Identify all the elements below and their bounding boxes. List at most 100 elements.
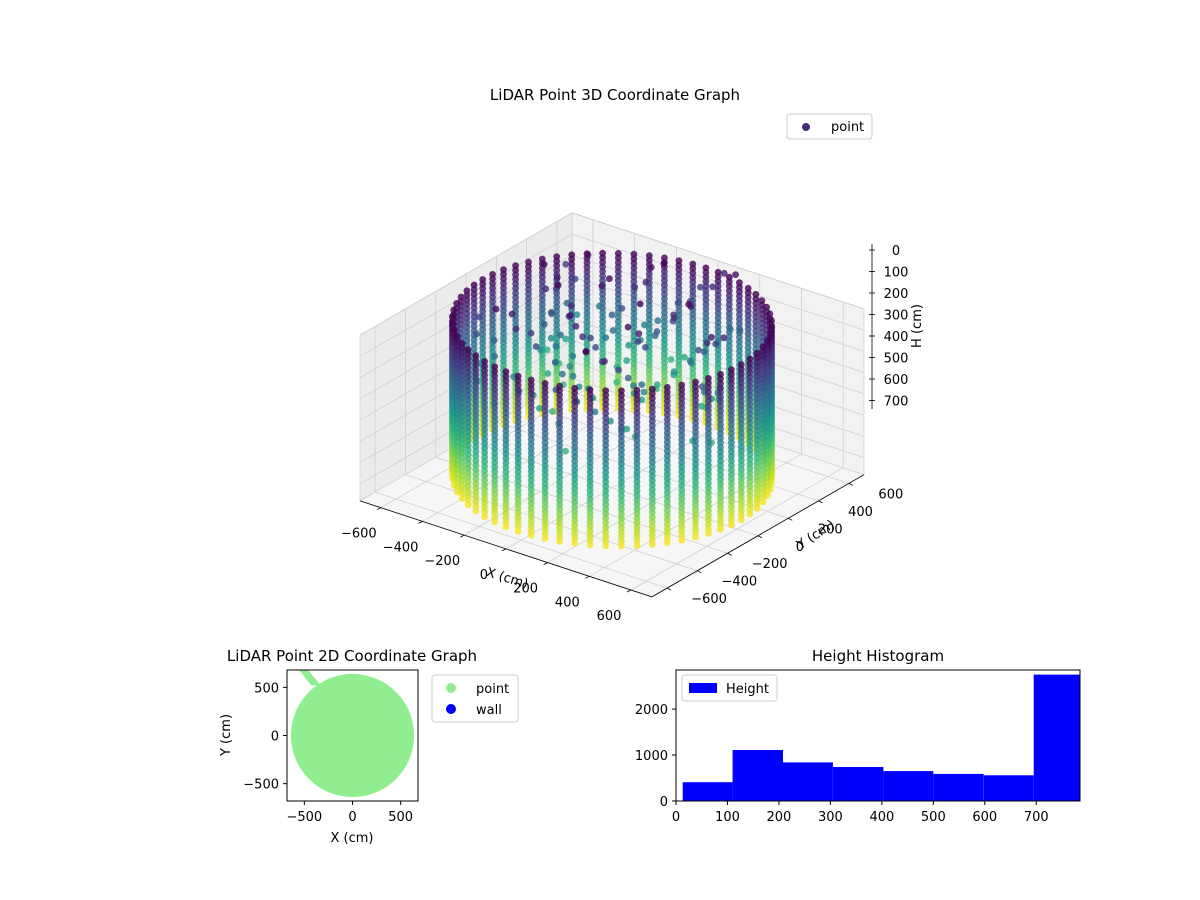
point-3d (670, 311, 677, 319)
point-3d (695, 346, 702, 354)
point-3d (541, 535, 549, 542)
legend-3d: point (786, 113, 873, 140)
chart-title-3d: LiDAR Point 3D Coordinate Graph (490, 86, 740, 104)
x-axis-label-2d: X (cm) (331, 831, 374, 846)
x-tick-label-3d: −400 (383, 540, 419, 555)
point-3d (638, 381, 646, 388)
legend-2d: point wall (431, 674, 519, 723)
point-3d (623, 425, 631, 433)
point-3d (558, 370, 566, 378)
point-3d (634, 338, 642, 345)
point-3d (759, 498, 767, 506)
x-tick-3d (376, 507, 382, 511)
point-3d (481, 513, 488, 520)
point-3d (712, 340, 720, 348)
point-3d (636, 300, 644, 308)
point-3d (633, 542, 641, 549)
point-3d (587, 334, 594, 342)
point-3d (548, 309, 555, 316)
point-3d (601, 357, 608, 365)
legend-2d-marker-point (446, 683, 456, 693)
chart-title-2d: LiDAR Point 2D Coordinate Graph (227, 647, 477, 665)
x-tick-label-3d: −600 (341, 527, 377, 542)
x-tick-3d (460, 534, 465, 538)
point-3d (551, 358, 559, 366)
x-tick-label-histogram: 0 (672, 810, 680, 825)
point-3d (490, 336, 498, 344)
histogram-bar (682, 782, 733, 801)
y-tick-label-histogram: 0 (660, 795, 668, 810)
histogram-bar (883, 771, 934, 801)
point-3d (543, 346, 551, 354)
point-cloud-2d (290, 673, 415, 798)
legend-3d-frame (786, 113, 873, 140)
point-3d (640, 388, 648, 396)
scatter2d-chart: LiDAR Point 2D Coordinate Graph −500−500… (219, 647, 519, 846)
point-3d (618, 305, 626, 312)
legend-2d-label-point: point (476, 682, 509, 697)
point-3d (602, 542, 610, 550)
point-3d (475, 313, 483, 321)
point-3d (647, 264, 655, 271)
x-tick-3d (626, 589, 632, 593)
y-tick-3d (697, 570, 702, 574)
point-3d (549, 408, 556, 415)
z-tick-label-3d: 0 (892, 244, 900, 259)
point-3d (536, 405, 543, 412)
point-3d (540, 320, 548, 328)
histogram-bar (783, 762, 833, 801)
point-3d (472, 507, 480, 515)
chart-title-histogram: Height Histogram (812, 647, 944, 665)
point-cloud-2d-streak (299, 670, 321, 686)
point-3d (598, 282, 606, 290)
y-tick-3d (666, 587, 672, 591)
point-3d (615, 366, 622, 374)
x-tick-label-histogram: 400 (869, 810, 894, 825)
point-3d (635, 330, 643, 338)
point-3d (699, 383, 706, 391)
x-tick-label-2d: −500 (286, 810, 322, 825)
histogram-bars (682, 674, 1080, 801)
x-tick-label-2d: 0 (348, 810, 356, 825)
point-3d (625, 341, 633, 349)
point-3d (720, 334, 728, 342)
y-tick-label-3d: 600 (878, 487, 903, 502)
point-3d (653, 328, 661, 335)
x-tick-label-3d: 0 (480, 568, 488, 583)
point-3d (556, 537, 563, 545)
point-3d (703, 339, 711, 347)
point-3d (552, 342, 560, 350)
axes-frame-histogram (675, 669, 1081, 802)
point-3d (527, 329, 535, 337)
y-tick-label-3d: 400 (848, 505, 873, 520)
point-3d (562, 335, 569, 343)
x-tick-label-histogram: 500 (921, 810, 946, 825)
x-tick-3d (418, 521, 423, 524)
point-3d (566, 362, 574, 370)
point-3d (609, 327, 617, 334)
legend-3d-marker (802, 123, 810, 131)
point-3d (579, 333, 586, 341)
point-3d (746, 510, 754, 518)
point-3d (557, 331, 564, 339)
point-3d (642, 278, 650, 286)
point-3d (458, 495, 466, 502)
y-tick-label-3d: −400 (721, 575, 757, 590)
points-3d (448, 249, 776, 550)
point-3d (491, 352, 498, 360)
point-3d (653, 381, 661, 388)
legend-histogram-swatch (689, 683, 717, 693)
point-3d (732, 271, 739, 278)
point-3d (553, 274, 561, 281)
y-tick-label-2d: 500 (254, 681, 279, 696)
point-3d (641, 321, 648, 329)
grid-3d-floor-y (405, 474, 698, 572)
point-3d (582, 348, 590, 355)
point-3d (681, 353, 688, 361)
point-3d (623, 357, 630, 364)
ticks-histogram: 0 100 200 300 400 500 600 700 0 1000 2000 (635, 703, 1049, 825)
point-3d (624, 323, 632, 331)
axes-3d: −600 −400 −200 0 200 400 600 −600 −400 −200 0 200 40… (341, 244, 908, 624)
histogram-bar (833, 767, 884, 801)
legend-histogram-frame (681, 674, 778, 702)
